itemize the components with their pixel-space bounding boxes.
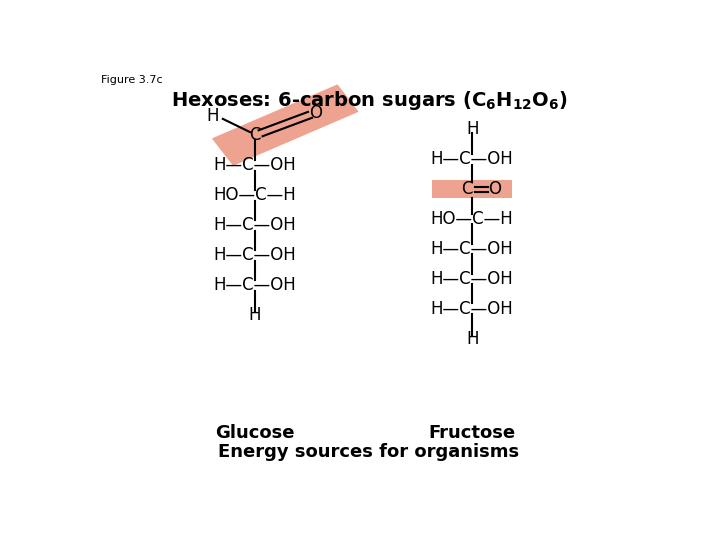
Text: Figure 3.7c: Figure 3.7c	[101, 75, 163, 85]
Text: H: H	[207, 106, 219, 125]
Text: H—C—OH: H—C—OH	[213, 157, 296, 174]
Text: Glucose: Glucose	[215, 424, 294, 442]
Text: H—C—OH: H—C—OH	[213, 246, 296, 264]
Text: Energy sources for organisms: Energy sources for organisms	[218, 443, 520, 461]
Polygon shape	[212, 84, 359, 166]
Text: H—C—OH: H—C—OH	[431, 300, 513, 318]
Text: H: H	[466, 330, 479, 348]
Text: H—C—OH: H—C—OH	[431, 270, 513, 288]
Text: HO—C—H: HO—C—H	[431, 210, 513, 228]
Text: Fructose: Fructose	[428, 424, 516, 442]
Text: O: O	[310, 104, 323, 122]
Text: H—C—OH: H—C—OH	[213, 217, 296, 234]
Text: H—C—OH: H—C—OH	[431, 150, 513, 168]
Text: O: O	[488, 180, 501, 198]
Text: C: C	[249, 126, 261, 145]
Text: H—C—OH: H—C—OH	[213, 276, 296, 294]
Text: C: C	[461, 180, 472, 198]
FancyBboxPatch shape	[432, 180, 513, 198]
Text: Hexoses: 6-carbon sugars ($\mathregular{C_6H_{12}O_6}$): Hexoses: 6-carbon sugars ($\mathregular{…	[171, 89, 567, 112]
Text: H: H	[466, 120, 479, 138]
Text: HO—C—H: HO—C—H	[213, 186, 296, 204]
Text: H—C—OH: H—C—OH	[431, 240, 513, 258]
Text: H: H	[248, 306, 261, 324]
